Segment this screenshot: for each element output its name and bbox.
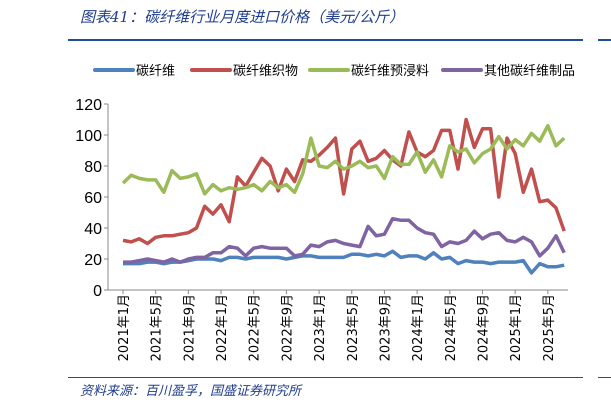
legend-label: 碳纤维预浸料 — [351, 64, 429, 79]
x-tick-label: 2021年1月 — [117, 294, 132, 361]
x-tick-label: 2024年5月 — [444, 294, 459, 361]
x-tick-label: 2023年5月 — [346, 294, 361, 361]
x-tick-label: 2022年9月 — [280, 294, 295, 361]
x-tick-label: 2023年9月 — [378, 294, 393, 361]
series-line-0 — [123, 249, 565, 275]
y-tick-label: 120 — [75, 97, 102, 114]
legend-label: 碳纤维织物 — [233, 64, 298, 79]
source-rule — [68, 377, 583, 378]
y-tick-label: 40 — [84, 221, 102, 238]
x-tick-label: 2021年5月 — [150, 294, 165, 361]
legend-item: 其他碳纤维制品 — [441, 64, 575, 79]
series-line-1 — [122, 117, 566, 246]
legend-item: 碳纤维预浸料 — [308, 64, 429, 79]
legend-item: 碳纤维 — [93, 64, 175, 79]
figure-title: 图表41：碳纤维行业月度进口价格（美元/公斤） — [80, 8, 405, 26]
y-tick-label: 20 — [84, 252, 102, 269]
title-rule-end — [598, 39, 611, 41]
legend-label: 碳纤维 — [136, 64, 175, 79]
legend-label: 其他碳纤维制品 — [484, 64, 575, 79]
x-tick-label: 2024年1月 — [411, 294, 426, 361]
source-rule-end — [598, 377, 611, 378]
y-tick-label: 60 — [84, 190, 102, 207]
series-line-2 — [121, 123, 566, 196]
x-tick-label: 2022年1月 — [215, 294, 230, 361]
x-tick-label: 2021年9月 — [182, 294, 197, 361]
series-line-3 — [123, 216, 566, 264]
x-tick-label: 2024年9月 — [476, 294, 491, 361]
source-note: 资料来源：百川盈孚，国盛证券研究所 — [80, 384, 302, 399]
x-tick-label: 2025年5月 — [542, 294, 557, 361]
legend-item: 碳纤维织物 — [190, 64, 298, 79]
y-tick-label: 100 — [75, 128, 102, 145]
y-tick-label: 0 — [93, 283, 102, 300]
x-tick-label: 2023年1月 — [313, 294, 328, 361]
x-tick-label: 2022年5月 — [248, 294, 263, 361]
y-tick-label: 80 — [84, 159, 102, 176]
title-rule — [68, 39, 583, 41]
x-tick-label: 2025年1月 — [509, 294, 524, 361]
